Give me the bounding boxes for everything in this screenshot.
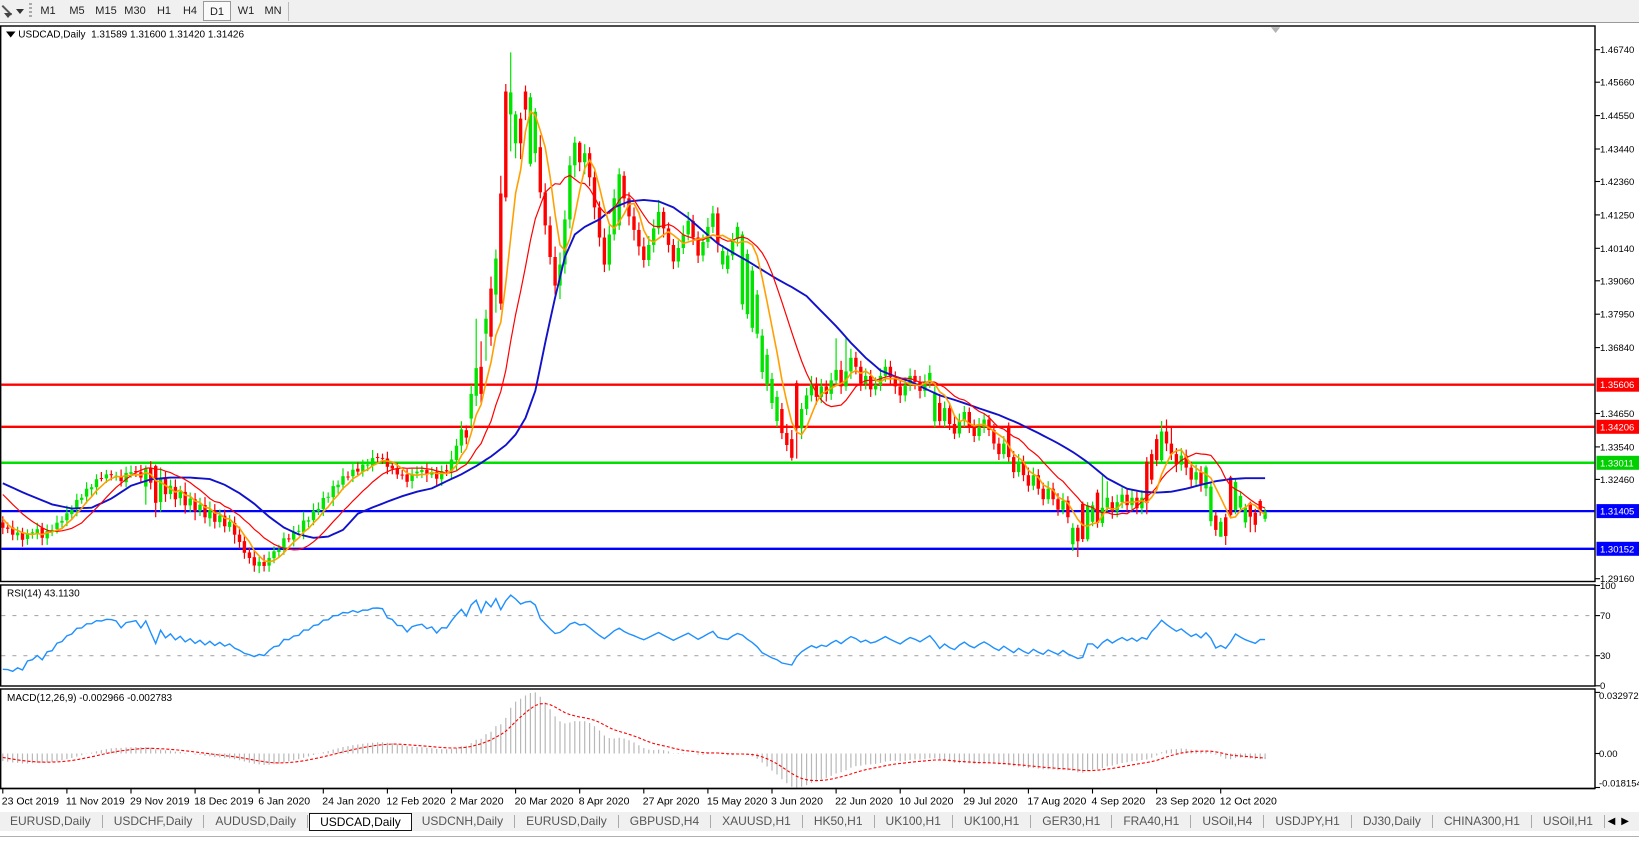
- svg-text:23 Oct 2019: 23 Oct 2019: [2, 796, 59, 808]
- svg-text:1.44550: 1.44550: [1600, 111, 1634, 122]
- svg-text:10 Jul 2020: 10 Jul 2020: [899, 796, 953, 808]
- svg-text:-0.018154: -0.018154: [1599, 779, 1639, 790]
- svg-text:4 Sep 2020: 4 Sep 2020: [1092, 796, 1146, 808]
- svg-text:1.42360: 1.42360: [1600, 177, 1634, 188]
- svg-text:17 Aug 2020: 17 Aug 2020: [1027, 796, 1086, 808]
- svg-text:2 Mar 2020: 2 Mar 2020: [451, 796, 504, 808]
- svg-text:12 Feb 2020: 12 Feb 2020: [386, 796, 445, 808]
- svg-text:8 Apr 2020: 8 Apr 2020: [579, 796, 630, 808]
- svg-text:1.30152: 1.30152: [1600, 544, 1634, 555]
- svg-text:24 Jan 2020: 24 Jan 2020: [322, 796, 380, 808]
- svg-text:1.45660: 1.45660: [1600, 78, 1634, 89]
- svg-text:1.33540: 1.33540: [1600, 442, 1634, 453]
- svg-text:1.34206: 1.34206: [1600, 422, 1634, 433]
- svg-text:1.31405: 1.31405: [1600, 507, 1634, 518]
- svg-text:1.32460: 1.32460: [1600, 475, 1634, 486]
- svg-text:18 Dec 2019: 18 Dec 2019: [194, 796, 254, 808]
- svg-text:20 Mar 2020: 20 Mar 2020: [515, 796, 574, 808]
- svg-text:0.00: 0.00: [1599, 749, 1618, 760]
- svg-text:29 Jul 2020: 29 Jul 2020: [963, 796, 1017, 808]
- svg-text:11 Nov 2019: 11 Nov 2019: [66, 796, 125, 808]
- svg-text:22 Jun 2020: 22 Jun 2020: [835, 796, 893, 808]
- svg-text:12 Oct 2020: 12 Oct 2020: [1220, 796, 1277, 808]
- svg-text:6 Jan 2020: 6 Jan 2020: [258, 796, 310, 808]
- svg-text:1.43440: 1.43440: [1600, 145, 1634, 156]
- svg-text:100: 100: [1600, 581, 1616, 592]
- svg-text:1.33011: 1.33011: [1600, 458, 1634, 469]
- svg-text:70: 70: [1600, 611, 1611, 622]
- svg-text:1.46740: 1.46740: [1600, 45, 1634, 56]
- svg-text:0.032972: 0.032972: [1599, 691, 1639, 702]
- svg-text:USDCAD,Daily 1.31589 1.31600: USDCAD,Daily 1.31589 1.31600 1.31420 1.3…: [18, 30, 244, 41]
- svg-text:1.40140: 1.40140: [1600, 244, 1634, 255]
- svg-text:29 Nov 2019: 29 Nov 2019: [130, 796, 190, 808]
- svg-text:1.41250: 1.41250: [1600, 210, 1634, 221]
- svg-text:1.39060: 1.39060: [1600, 276, 1634, 287]
- svg-text:1.35606: 1.35606: [1600, 380, 1634, 391]
- svg-text:3 Jun 2020: 3 Jun 2020: [771, 796, 823, 808]
- svg-text:1.34650: 1.34650: [1600, 409, 1634, 420]
- svg-text:1.37950: 1.37950: [1600, 310, 1634, 321]
- svg-text:RSI(14) 43.1130: RSI(14) 43.1130: [7, 589, 80, 600]
- svg-text:1.36840: 1.36840: [1600, 343, 1634, 354]
- svg-text:27 Apr 2020: 27 Apr 2020: [643, 796, 700, 808]
- svg-text:15 May 2020: 15 May 2020: [707, 796, 768, 808]
- svg-text:23 Sep 2020: 23 Sep 2020: [1156, 796, 1216, 808]
- svg-text:MACD(12,26,9) -0.002966 -0.002: MACD(12,26,9) -0.002966 -0.002783: [7, 693, 173, 704]
- svg-text:30: 30: [1600, 651, 1611, 662]
